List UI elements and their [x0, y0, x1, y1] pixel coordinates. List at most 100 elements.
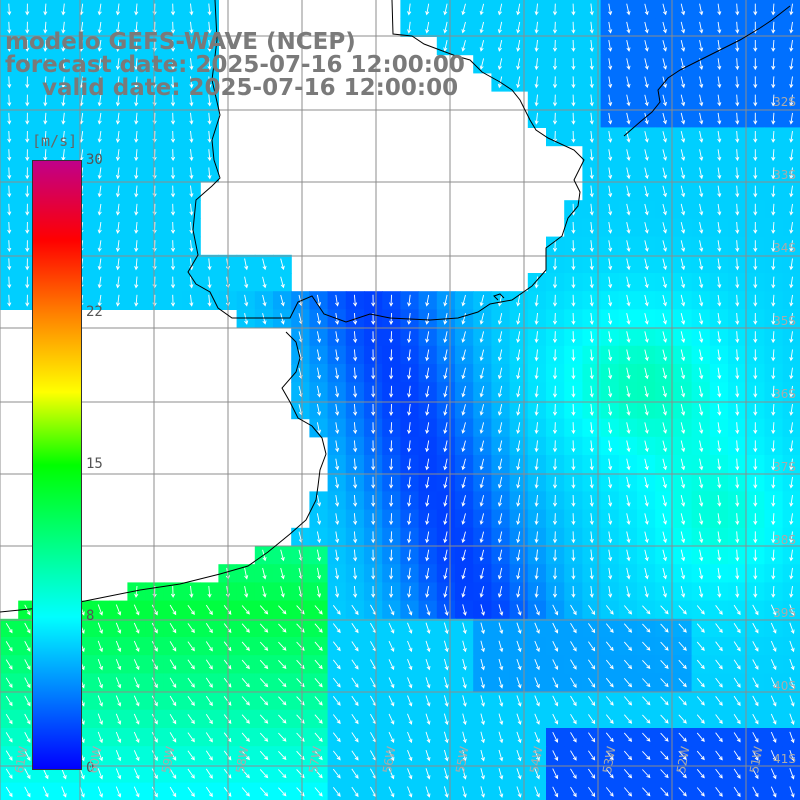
wind-arrow [571, 531, 576, 544]
wind-arrow [353, 513, 358, 526]
wind-arrow [644, 404, 649, 416]
wind-arrow [699, 586, 704, 598]
wind-arrow [696, 714, 705, 724]
wind-arrow [335, 458, 340, 471]
wind-arrow [644, 458, 649, 471]
wind-arrow [43, 76, 48, 89]
wind-arrow [789, 513, 794, 526]
wind-arrow [241, 696, 250, 706]
wind-arrow [335, 476, 340, 489]
wind-arrow [497, 440, 503, 453]
wind-arrow [770, 786, 777, 798]
wind-arrow [771, 367, 776, 380]
wind-speed-cell [364, 782, 383, 800]
wind-arrow [278, 769, 287, 779]
wind-arrow [7, 3, 12, 16]
wind-arrow [735, 585, 740, 598]
wind-arrow [169, 677, 177, 689]
wind-arrow [170, 3, 176, 16]
wind-arrow [314, 696, 323, 706]
wind-arrow [735, 167, 740, 180]
wind-arrow [461, 422, 466, 434]
wind-arrow [134, 167, 139, 180]
wind-arrow [351, 659, 359, 670]
wind-arrow [7, 94, 12, 107]
wind-arrow [642, 605, 651, 615]
wind-arrow [608, 349, 613, 362]
wind-arrow [443, 331, 448, 344]
coastline-uruguay-detail [493, 293, 505, 301]
wind-arrow [644, 367, 649, 380]
wind-speed-cell [782, 691, 800, 711]
wind-arrow [770, 640, 777, 652]
wind-arrow [353, 422, 358, 435]
wind-arrow [516, 331, 521, 344]
wind-arrow [479, 313, 485, 325]
map-title-model: modelo GEFS-WAVE (NCEP) [5, 29, 356, 55]
latitude-label: 36S [773, 387, 796, 401]
wind-arrow [151, 695, 158, 707]
wind-arrow [205, 659, 213, 670]
wind-arrow [662, 3, 667, 16]
wind-arrow [133, 677, 140, 689]
wind-arrow [97, 40, 102, 52]
wind-arrow [205, 714, 213, 725]
wind-arrow [771, 185, 776, 198]
wind-arrow [642, 714, 651, 724]
wind-arrow [443, 349, 448, 362]
wind-arrow [389, 549, 394, 562]
wind-arrow [461, 21, 466, 34]
wind-arrow [205, 641, 213, 652]
wind-arrow [753, 3, 758, 16]
wind-arrow [244, 276, 249, 289]
wind-arrow [97, 3, 102, 16]
wind-arrow [571, 513, 576, 526]
latitude-label: 40S [773, 679, 796, 693]
wind-arrow [552, 367, 558, 380]
wind-arrow [789, 404, 794, 416]
wind-arrow [660, 769, 669, 779]
wind-arrow [187, 714, 195, 725]
wind-arrow [552, 331, 558, 344]
wind-arrow [660, 641, 669, 651]
wind-arrow [332, 605, 341, 615]
wind-arrow [189, 276, 194, 289]
wind-arrow [534, 458, 539, 471]
wind-speed-cell [637, 782, 656, 800]
wind-arrow [170, 112, 176, 125]
wind-arrow [789, 422, 794, 435]
wind-arrow [626, 495, 631, 507]
wind-arrow [589, 367, 594, 380]
wind-arrow [133, 731, 140, 743]
wind-arrow [570, 786, 577, 798]
wind-arrow [479, 349, 485, 362]
wind-arrow [516, 604, 522, 616]
wind-arrow [678, 641, 687, 651]
wind-arrow [589, 531, 594, 544]
wind-arrow [189, 240, 194, 253]
wind-arrow [534, 750, 540, 762]
wind-arrow [589, 203, 594, 216]
wind-arrow [207, 585, 212, 598]
wind-arrow [133, 604, 140, 616]
wind-speed-cell [291, 782, 310, 800]
wind-arrow [626, 3, 631, 16]
wind-arrow [623, 714, 633, 724]
wind-arrow [497, 40, 503, 52]
wind-speed-cell [728, 782, 747, 800]
wind-arrow [662, 586, 667, 598]
wind-arrow [278, 623, 287, 633]
wind-arrow [316, 567, 322, 580]
wind-arrow [461, 495, 466, 507]
wind-arrow [699, 476, 704, 489]
wind-arrow [771, 403, 776, 416]
wind-arrow [680, 585, 686, 598]
wind-arrow [608, 495, 613, 507]
wind-arrow [443, 458, 448, 471]
colorbar-tick: 8 [86, 608, 95, 624]
wind-arrow [717, 549, 722, 562]
wind-arrow [61, 3, 66, 16]
wind-arrow [97, 222, 102, 234]
wind-arrow [678, 750, 687, 761]
wind-arrow [43, 21, 48, 34]
